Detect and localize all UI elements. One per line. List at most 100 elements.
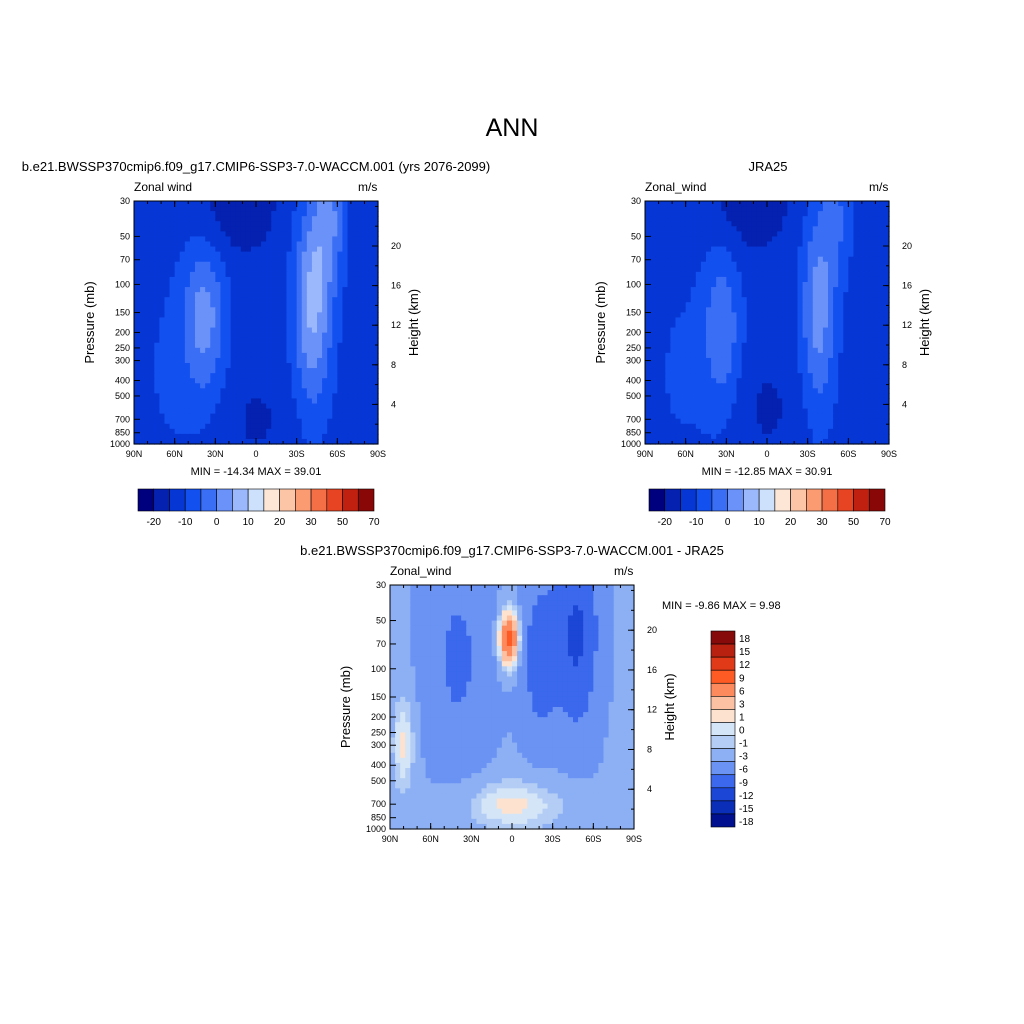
field-cell [286, 276, 293, 283]
field-cell [675, 266, 682, 273]
field-cell [848, 428, 855, 435]
field-cell [306, 231, 313, 238]
field-cell [134, 388, 140, 394]
field-cell [205, 206, 211, 212]
field-cell [695, 307, 702, 313]
field-cell [164, 347, 171, 354]
field-cell [746, 221, 753, 227]
field-cell [660, 337, 666, 344]
field-cell [235, 383, 242, 389]
field-cell [746, 287, 753, 293]
field-cell [645, 251, 651, 258]
field-cell [367, 221, 374, 227]
field-cell [195, 357, 201, 364]
field-cell [858, 413, 865, 420]
field-cell [695, 236, 702, 243]
field-cell [159, 221, 166, 227]
field-cell [746, 357, 753, 364]
field-cell [200, 327, 206, 334]
field-cell [690, 347, 697, 354]
field-cell [731, 216, 738, 222]
field-cell [695, 418, 702, 425]
field-cell [189, 408, 196, 415]
field-cell [645, 373, 651, 379]
field-cell [215, 337, 222, 344]
field-cell [291, 251, 298, 258]
field-cell [792, 287, 799, 293]
field-cell [833, 266, 839, 273]
field-cell [362, 246, 369, 253]
field-cell [613, 585, 620, 591]
field-cell [149, 337, 155, 344]
field-cell [706, 261, 712, 268]
field-cell [215, 327, 222, 334]
field-cell [670, 226, 677, 232]
field-cell [220, 438, 227, 445]
field-cell [675, 297, 682, 303]
field-cell [772, 378, 778, 384]
field-cell [562, 585, 569, 591]
field-cell [746, 393, 753, 400]
field-cell [848, 276, 855, 283]
field-cell [154, 413, 161, 420]
field-cell [220, 378, 227, 384]
field-cell [189, 302, 196, 308]
field-cell [772, 337, 778, 344]
field-cell [751, 231, 758, 238]
field-cell [230, 357, 237, 364]
field-cell [573, 585, 579, 591]
field-cell [736, 256, 743, 263]
field-cell [802, 302, 809, 308]
field-cell [276, 241, 283, 248]
field-cell [868, 368, 875, 374]
field-cell [281, 363, 288, 369]
field-cell [736, 418, 743, 425]
field-cell [261, 297, 267, 303]
field-cell [362, 393, 369, 400]
field-cell [685, 327, 692, 334]
field-cell [685, 241, 692, 248]
field-cell [357, 378, 364, 384]
field-cell [532, 585, 539, 591]
field-cell [476, 585, 483, 591]
field-cell [372, 357, 379, 364]
field-cell [347, 287, 354, 293]
field-cell [721, 292, 727, 298]
field-cell [256, 211, 262, 217]
field-cell [357, 292, 364, 298]
field-cell [883, 231, 890, 238]
field-cell [245, 327, 252, 334]
field-cell [210, 327, 216, 334]
field-cell [357, 282, 364, 288]
field-cell [357, 297, 364, 303]
field-cell [838, 226, 844, 232]
field-cell [372, 246, 379, 253]
field-cell [245, 418, 252, 425]
field-cell [215, 332, 222, 339]
field-cell [685, 231, 692, 238]
field-cell [690, 433, 697, 440]
field-cell [159, 256, 166, 263]
field-cell [200, 271, 206, 278]
field-cell [357, 438, 364, 445]
field-cell [301, 307, 308, 313]
field-cell [317, 276, 323, 283]
field-cell [685, 403, 692, 410]
field-cell [372, 276, 379, 283]
field-cell [787, 282, 794, 288]
field-cell [645, 403, 651, 410]
field-cell [721, 287, 727, 293]
field-cell [711, 438, 717, 445]
field-cell [848, 352, 855, 359]
field-cell [337, 236, 344, 243]
field-cell [149, 206, 155, 212]
field-cell [675, 271, 682, 278]
field-cell [332, 282, 338, 288]
field-cell [240, 388, 247, 394]
field-cell [250, 383, 257, 389]
field-cell [843, 251, 849, 258]
field-cell [342, 282, 349, 288]
field-cell [721, 393, 727, 400]
field-cell [838, 393, 844, 400]
field-cell [873, 347, 880, 354]
